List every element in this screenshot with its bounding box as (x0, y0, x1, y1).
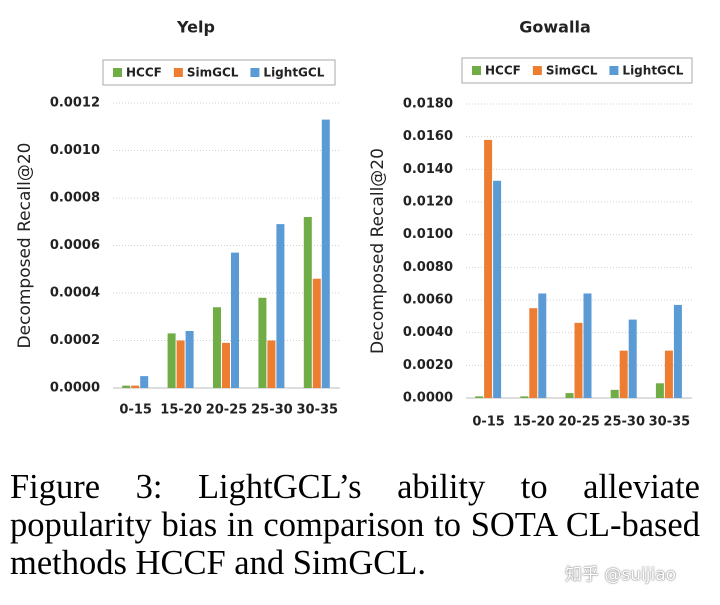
bar (610, 389, 619, 398)
bar (655, 383, 664, 398)
bar (538, 293, 547, 398)
legend-swatch (250, 68, 260, 77)
bar (267, 340, 276, 388)
y-tick-label: 0.0060 (403, 293, 453, 308)
bar (321, 119, 330, 388)
y-tick-label: 0.0160 (403, 129, 453, 144)
x-tick-label: 25-30 (251, 403, 293, 418)
caption: Figure 3: LightGCL’s ability to alleviat… (10, 468, 700, 582)
x-tick-label: 0-15 (472, 415, 505, 430)
legend-label: SimGCL (546, 64, 598, 78)
bar (131, 385, 140, 388)
y-axis-title: Decomposed Recall@20 (15, 143, 35, 349)
bar (140, 376, 149, 388)
bar (231, 252, 239, 388)
legend-swatch (173, 68, 183, 77)
y-tick-label: 0.0000 (50, 381, 100, 396)
x-tick-label: 15-20 (513, 415, 555, 430)
bar (312, 278, 321, 388)
bar (529, 308, 538, 398)
legend-label: HCCF (126, 66, 162, 80)
y-tick-label: 0.0008 (50, 191, 100, 206)
bar (520, 396, 529, 398)
bar (628, 319, 637, 398)
legend-swatch (113, 68, 122, 77)
y-tick-label: 0.0002 (50, 333, 100, 348)
bar (475, 396, 484, 398)
bar (122, 385, 131, 388)
legend-swatch (472, 66, 481, 75)
y-tick-label: 0.0010 (50, 143, 100, 158)
y-tick-label: 0.0040 (403, 325, 453, 340)
y-tick-label: 0.0006 (50, 238, 100, 253)
bar (574, 322, 583, 398)
bar (673, 304, 682, 398)
bar (276, 224, 285, 388)
legend-box (102, 59, 336, 86)
legend-swatch (609, 66, 619, 75)
y-tick-label: 0.0120 (403, 195, 453, 210)
bar (185, 331, 194, 388)
watermark: 知乎 @suijiao (565, 565, 677, 585)
x-tick-label: 30-35 (297, 403, 339, 418)
y-tick-label: 0.0080 (403, 260, 453, 275)
bar (583, 293, 592, 398)
bar (176, 340, 185, 388)
bar (619, 350, 628, 398)
legend-label: SimGCL (187, 66, 239, 80)
bar (213, 307, 221, 388)
bar (664, 350, 673, 398)
bar (565, 393, 574, 398)
bar (484, 139, 493, 398)
y-tick-label: 0.0180 (403, 97, 453, 112)
y-axis-title: Decomposed Recall@20 (368, 148, 388, 354)
y-tick-label: 0.0140 (403, 162, 453, 177)
bar (258, 297, 267, 388)
bar (222, 342, 230, 388)
x-tick-label: 15-20 (160, 403, 202, 418)
legend-label: HCCF (485, 64, 521, 78)
x-tick-label: 0-15 (119, 403, 152, 418)
y-tick-label: 0.0020 (403, 358, 453, 373)
y-tick-label: 0.0000 (403, 391, 453, 406)
y-tick-label: 0.0004 (50, 286, 100, 301)
chart-title: Gowalla (519, 18, 590, 37)
x-tick-label: 20-25 (558, 415, 600, 430)
bar (493, 180, 502, 398)
chart-title: Yelp (176, 18, 215, 37)
legend-swatch (532, 66, 542, 75)
legend-label: LightGCL (622, 64, 683, 78)
legend-box (461, 57, 693, 84)
bar (167, 333, 176, 388)
bar (303, 217, 312, 388)
x-tick-label: 25-30 (603, 415, 645, 430)
y-tick-label: 0.0100 (403, 227, 453, 242)
x-tick-label: 20-25 (206, 403, 248, 418)
y-tick-label: 0.0012 (50, 96, 100, 111)
legend-label: LightGCL (263, 66, 324, 80)
charts: Yelp Decomposed Recall@20 0.0000 0.0002 0.00… (15, 18, 693, 430)
x-tick-label: 30-35 (649, 415, 691, 430)
